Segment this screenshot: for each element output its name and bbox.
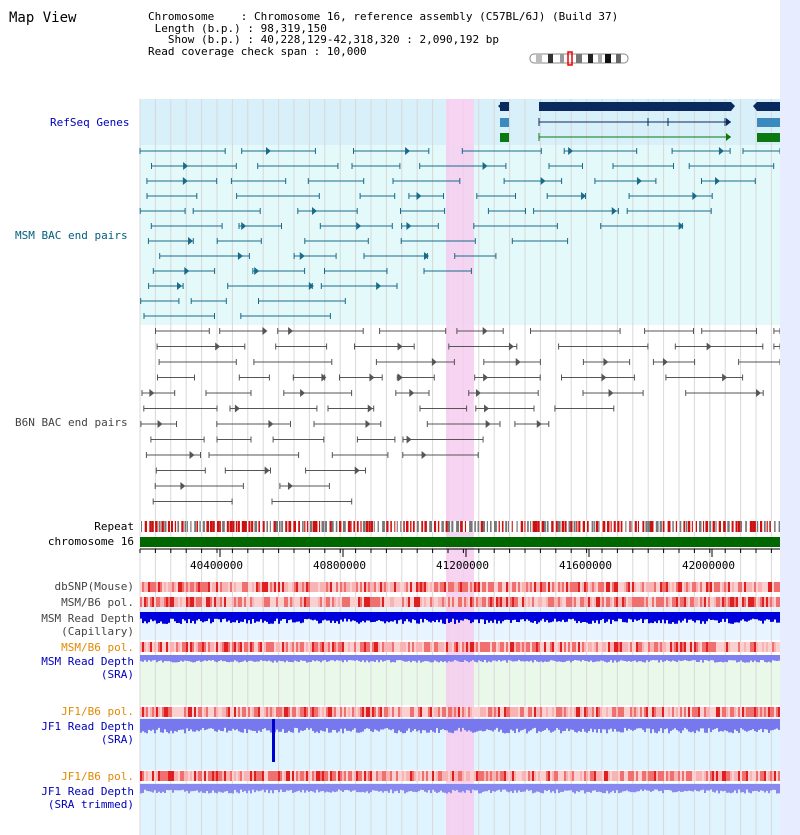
track-label-msm-bac: MSM BAC end pairs [15,229,128,242]
chromosome-info: Chromosome : Chromosome 16, reference as… [148,10,619,58]
chromosome-ideogram[interactable] [529,51,629,66]
page-title: Map View [9,10,77,26]
refseq-track-bg [140,99,446,145]
length-value: 98,319,150 [260,21,327,35]
track-label-msm-depth-sra-sub: (SRA) [100,668,134,681]
axis-tick-label: 40400000 [190,559,243,572]
depth-tracks[interactable] [140,612,780,794]
track-label-repeat: Repeat [94,520,134,533]
axis-tick-label: 41600000 [559,559,612,572]
repeat-track[interactable] [140,521,782,532]
track-label-jf1-depth-trim-sub: (SRA trimmed) [47,798,134,811]
chromosome-value: Chromosome 16, reference assembly (C57BL… [253,10,619,23]
refseq-genes[interactable] [498,102,780,142]
axis-tick-label: 42000000 [682,559,735,572]
msm-bac-pairs[interactable] [139,147,790,319]
show-value: 40,228,129-42,318,320 : 2,090,192 bp [260,33,500,46]
track-label-chromosome: chromosome 16 [47,535,134,548]
track-label-jf1-depth-sra-sub: (SRA) [100,733,134,746]
b6n-bac-pairs[interactable] [140,327,800,505]
track-label-jf1-depth-trim: JF1 Read Depth [41,785,134,798]
track-label-msm-depth-sra: MSM Read Depth [41,655,134,668]
track-label-b6n-bac: B6N BAC end pairs [15,416,128,429]
track-label-jf1-depth-sra: JF1 Read Depth [41,720,134,733]
track-label-msm-pol-1: MSM/B6 pol. [61,596,134,609]
show-label: Show (b.p.) [167,33,241,46]
track-label-msm-depth-cap-sub: (Capillary) [61,625,134,638]
coverage-value: 10,000 [326,44,367,58]
axis-tick-label: 41200000 [436,559,489,572]
coverage-label: Read coverage check span [148,44,307,58]
track-label-jf1-pol-2: JF1/B6 pol. [61,770,134,783]
track-label-refseq: RefSeq Genes [50,116,130,129]
track-label-msm-pol-2: MSM/B6 pol. [61,641,134,654]
position-axis [139,548,780,557]
snp-tracks[interactable] [140,582,780,781]
length-label: Length (b.p.) [154,21,241,35]
chromosome-bar[interactable] [140,537,780,547]
track-label-jf1-pol-1: JF1/B6 pol. [61,705,134,718]
track-label-msm-depth-cap: MSM Read Depth [41,612,134,625]
axis-tick-label: 40800000 [313,559,366,572]
chromosome-label: Chromosome [148,10,215,23]
track-label-dbsnp: dbSNP(Mouse) [54,580,134,593]
